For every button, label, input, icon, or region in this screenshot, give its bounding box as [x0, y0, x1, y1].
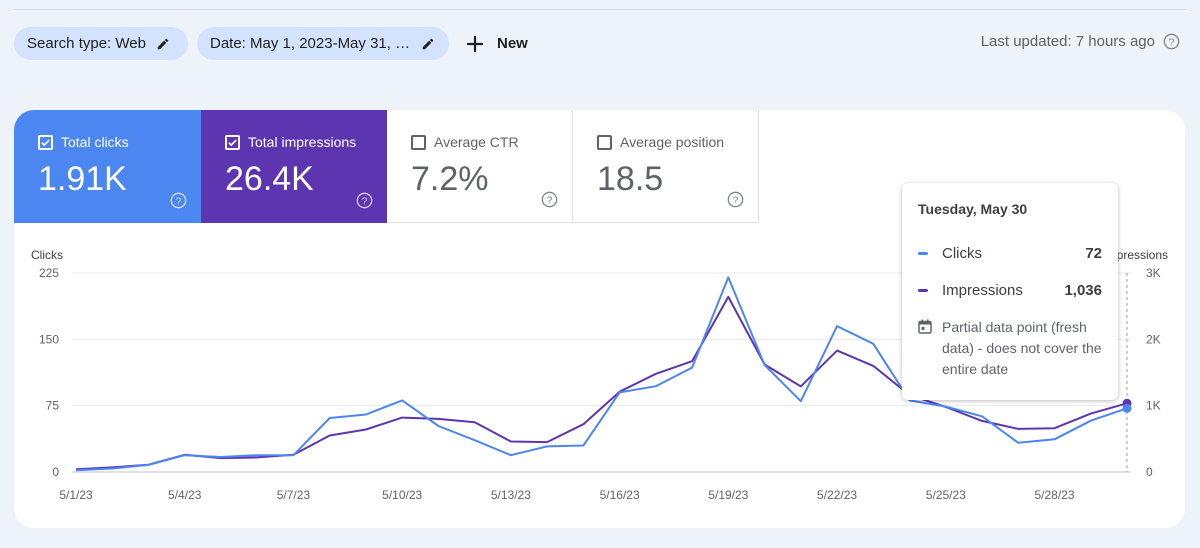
left-axis-tick-label: 225 — [39, 266, 59, 280]
checkbox-checked-icon[interactable] — [225, 134, 240, 150]
right-axis-tick-label: 0 — [1146, 465, 1153, 479]
metric-label: Average CTR — [434, 134, 519, 150]
metric-average-position[interactable]: Average position 18.5 ? — [573, 110, 759, 223]
tooltip-clicks-label: Clicks — [942, 245, 982, 262]
series-line-clicks — [75, 276, 1128, 472]
calendar-icon — [918, 319, 932, 334]
x-axis-tick-label: 5/28/23 — [1034, 488, 1074, 502]
x-axis-tick-label: 5/7/23 — [277, 488, 311, 502]
search-type-label: Search type: Web — [27, 35, 146, 52]
svg-text:?: ? — [1169, 37, 1175, 48]
edit-pencil-icon — [157, 38, 169, 49]
help-icon[interactable]: ? — [1163, 33, 1180, 50]
performance-card: Total clicks 1.91K ? Total impressions 2… — [14, 110, 1185, 528]
checkbox-unchecked-icon[interactable] — [411, 134, 426, 150]
help-icon[interactable]: ? — [727, 191, 744, 208]
tooltip-impressions-label: Impressions — [942, 282, 1023, 299]
highlighted-point-clicks[interactable] — [1122, 403, 1132, 413]
metric-value: 7.2% — [411, 160, 489, 198]
x-axis-tick-label: 5/13/23 — [491, 488, 531, 502]
tooltip-partial-data-note: Partial data point (fresh data) - does n… — [918, 317, 1102, 380]
left-axis-tick-label: 75 — [46, 399, 60, 413]
checkbox-checked-icon[interactable] — [38, 134, 53, 150]
new-filter-button[interactable]: New — [466, 27, 528, 60]
metric-label: Total clicks — [61, 134, 129, 150]
svg-text:?: ? — [733, 195, 739, 206]
right-axis-label: Impressions — [1103, 248, 1168, 262]
clicks-legend-swatch — [918, 252, 928, 255]
x-axis-tick-label: 5/22/23 — [817, 488, 857, 502]
tooltip-clicks-value: 72 — [1085, 245, 1102, 262]
help-icon[interactable]: ? — [170, 192, 187, 209]
metric-average-ctr[interactable]: Average CTR 7.2% ? — [387, 110, 573, 223]
last-updated-text: Last updated: 7 hours ago — [980, 33, 1155, 50]
x-axis-tick-label: 5/19/23 — [708, 488, 748, 502]
x-axis-tick-label: 5/10/23 — [382, 488, 422, 502]
right-axis-tick-label: 3K — [1146, 266, 1161, 280]
left-axis-label: Clicks — [31, 248, 63, 262]
tooltip-note-text: Partial data point (fresh data) - does n… — [942, 319, 1102, 377]
metric-total-impressions[interactable]: Total impressions 26.4K ? — [201, 110, 387, 223]
search-type-filter-chip[interactable]: Search type: Web — [14, 27, 188, 60]
help-icon[interactable]: ? — [356, 192, 373, 209]
x-axis-tick-label: 5/16/23 — [600, 488, 640, 502]
series-line-impressions — [75, 295, 1128, 471]
tooltip-date: Tuesday, May 30 — [918, 201, 1028, 217]
tooltip-impressions-row: Impressions 1,036 — [918, 272, 1102, 309]
right-axis-tick-label: 2K — [1146, 332, 1161, 346]
checkbox-unchecked-icon[interactable] — [597, 134, 612, 150]
metric-label: Average position — [620, 134, 725, 150]
date-range-label: Date: May 1, 2023-May 31, 2023 — [210, 35, 411, 52]
data-point-tooltip: Tuesday, May 30 Clicks 72 Impressions 1,… — [902, 183, 1118, 400]
svg-text:?: ? — [362, 196, 368, 207]
impressions-legend-swatch — [918, 289, 928, 292]
metric-value: 18.5 — [597, 160, 664, 198]
metric-label: Total impressions — [248, 134, 357, 150]
x-axis-tick-label: 5/1/23 — [59, 488, 93, 502]
last-updated-status: Last updated: 7 hours ago ? — [981, 33, 1180, 50]
svg-text:?: ? — [547, 195, 553, 206]
top-divider — [14, 9, 1186, 10]
performance-line-chart[interactable]: Clicks Impressions 0 0 75 1K 150 2K 225 3K 5/1/2… — [14, 110, 1185, 528]
left-axis-tick-label: 0 — [52, 465, 59, 479]
help-icon[interactable]: ? — [541, 191, 558, 208]
metric-total-clicks[interactable]: Total clicks 1.91K ? — [14, 110, 201, 223]
new-filter-label: New — [497, 35, 528, 52]
edit-pencil-icon — [422, 38, 434, 49]
left-axis-tick-label: 150 — [39, 332, 59, 346]
tooltip-impressions-value: 1,036 — [1064, 282, 1102, 299]
right-axis-tick-label: 1K — [1146, 399, 1161, 413]
x-axis-tick-label: 5/25/23 — [926, 488, 966, 502]
metric-value: 1.91K — [38, 160, 127, 198]
plus-icon — [466, 35, 484, 52]
x-axis-tick-label: 5/4/23 — [168, 488, 202, 502]
metric-value: 26.4K — [225, 160, 314, 198]
svg-text:?: ? — [176, 196, 182, 207]
tooltip-clicks-row: Clicks 72 — [918, 235, 1102, 272]
date-filter-chip[interactable]: Date: May 1, 2023-May 31, 2023 — [197, 27, 449, 60]
